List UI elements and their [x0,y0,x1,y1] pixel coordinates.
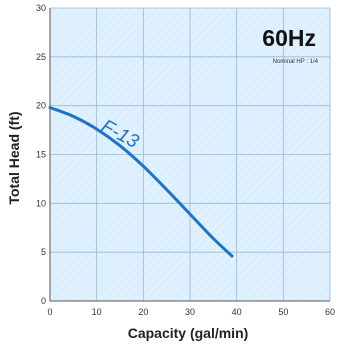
y-tick-label: 5 [41,247,46,257]
x-tick-label: 60 [325,307,335,317]
x-tick-label: 20 [138,307,148,317]
x-tick-label: 50 [278,307,288,317]
x-tick-labels: 0 10 20 30 40 50 60 [47,307,335,317]
frequency-label: 60Hz [262,25,316,51]
series-line-f13 [48,106,234,258]
x-tick-label: 30 [185,307,195,317]
y-tick-label: 10 [36,198,46,208]
y-tick-labels: 0 5 10 15 20 25 30 [36,3,46,306]
nominal-hp-label: Nominal HP : 1/4 [273,59,319,65]
series-lines [48,106,234,258]
y-tick-label: 15 [36,150,46,160]
y-tick-label: 0 [41,296,46,306]
x-tick-label: 40 [232,307,242,317]
axes [49,8,330,302]
y-tick-label: 25 [36,52,46,62]
x-tick-label: 0 [47,307,52,317]
y-tick-label: 30 [36,3,46,13]
x-axis-title: Capacity (gal/min) [128,325,249,341]
x-tick-label: 10 [92,307,102,317]
y-tick-label: 20 [36,101,46,111]
y-axis-title: Total Head (ft) [6,111,22,204]
